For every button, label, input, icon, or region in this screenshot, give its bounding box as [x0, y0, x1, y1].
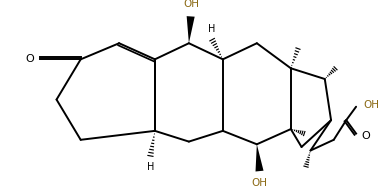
- Text: O: O: [361, 131, 370, 141]
- Text: H: H: [147, 162, 154, 172]
- Text: H: H: [209, 24, 216, 34]
- Text: OH: OH: [183, 0, 200, 9]
- Polygon shape: [256, 144, 263, 171]
- Text: OH: OH: [363, 100, 379, 110]
- Text: OH: OH: [252, 178, 267, 188]
- Text: O: O: [25, 54, 34, 64]
- Polygon shape: [187, 16, 195, 43]
